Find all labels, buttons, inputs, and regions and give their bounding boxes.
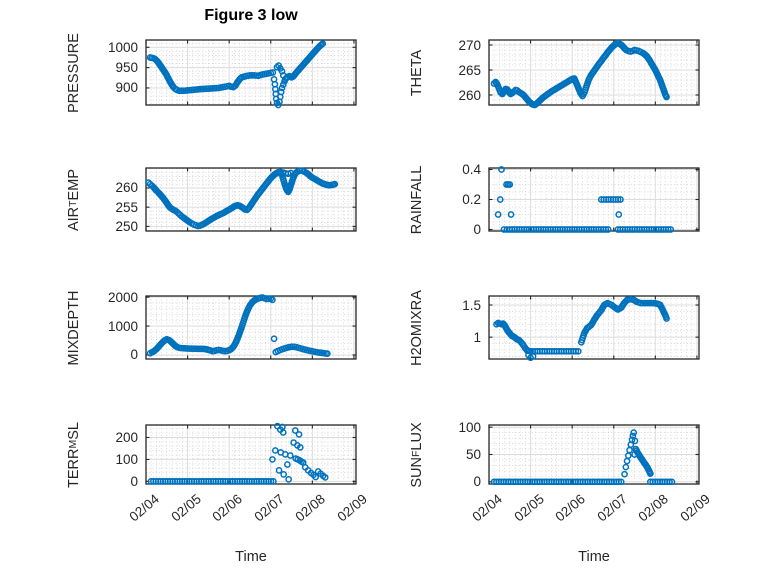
tick-marks <box>488 296 699 359</box>
scatter-markers <box>490 429 676 486</box>
subplot-rainfall <box>488 166 700 233</box>
y-tick-label-air-temp: 250 <box>115 218 138 234</box>
scatter-markers <box>146 294 331 357</box>
subplot-mixdepth <box>145 294 357 360</box>
y-tick-label-mixdepth: 0 <box>130 347 138 363</box>
y-tick-label-theta: 265 <box>458 62 481 78</box>
subplot-pressure <box>145 39 357 109</box>
y-tick-label-sun-flux: 100 <box>458 419 481 435</box>
scatter-markers <box>145 167 339 230</box>
y-tick-label-mixdepth: 2000 <box>107 289 138 305</box>
y-tick-label-pressure: 1000 <box>107 39 138 55</box>
y-tick-label-pressure: 950 <box>115 60 138 76</box>
subplot-h2omixra <box>488 295 700 362</box>
y-tick-label-theta: 270 <box>458 37 481 53</box>
y-axis-label-sun-flux: SUN F LUX <box>408 421 425 488</box>
x-axis-title-left: Time <box>235 549 267 565</box>
subplot-sun-flux <box>488 424 700 486</box>
subplot-terr-msl <box>145 422 357 485</box>
subplot-theta <box>488 39 700 109</box>
y-tick-label-mixdepth: 1000 <box>107 318 138 334</box>
figure-title: Figure 3 low <box>204 7 298 24</box>
tick-marks <box>488 40 699 105</box>
scatter-markers <box>147 422 329 485</box>
scatter-markers <box>490 39 670 109</box>
y-tick-label-terr-msl: 100 <box>115 451 138 467</box>
tick-marks <box>145 168 356 231</box>
major-grid <box>145 296 356 359</box>
scatter-markers <box>146 40 327 109</box>
y-axis-label-terr-msl: TERR M SL <box>65 421 82 488</box>
subplot-air-temp <box>145 167 357 232</box>
y-tick-label-theta: 260 <box>458 87 481 103</box>
y-tick-label-rainfall: 0.4 <box>462 162 481 177</box>
axes-box <box>488 295 700 360</box>
y-tick-label-rainfall: 0.2 <box>462 192 481 207</box>
minor-grid <box>489 425 699 484</box>
minor-grid <box>146 40 356 105</box>
y-tick-label-terr-msl: 200 <box>115 430 138 445</box>
minor-grid <box>146 296 356 359</box>
minor-grid <box>489 168 699 231</box>
y-tick-label-terr-msl: 0 <box>130 473 138 489</box>
y-tick-label-sun-flux: 50 <box>465 447 481 462</box>
x-axis-title-right: Time <box>578 549 610 565</box>
axes-box <box>145 295 357 360</box>
y-tick-label-pressure: 900 <box>115 80 138 96</box>
y-tick-label-h2omixra: 1 <box>473 329 481 345</box>
scatter-markers <box>493 295 670 362</box>
y-tick-label-rainfall: 0 <box>473 222 481 237</box>
tick-marks <box>145 40 356 105</box>
tick-marks <box>145 296 356 359</box>
axes-box <box>488 39 700 106</box>
y-tick-label-air-temp: 255 <box>115 199 138 215</box>
y-tick-label-air-temp: 260 <box>115 180 138 196</box>
y-tick-label-sun-flux: 0 <box>473 474 481 490</box>
axes-box <box>145 39 357 106</box>
scatter-markers <box>494 166 675 233</box>
axes-box <box>145 167 357 232</box>
y-tick-label-h2omixra: 1.5 <box>462 297 481 313</box>
